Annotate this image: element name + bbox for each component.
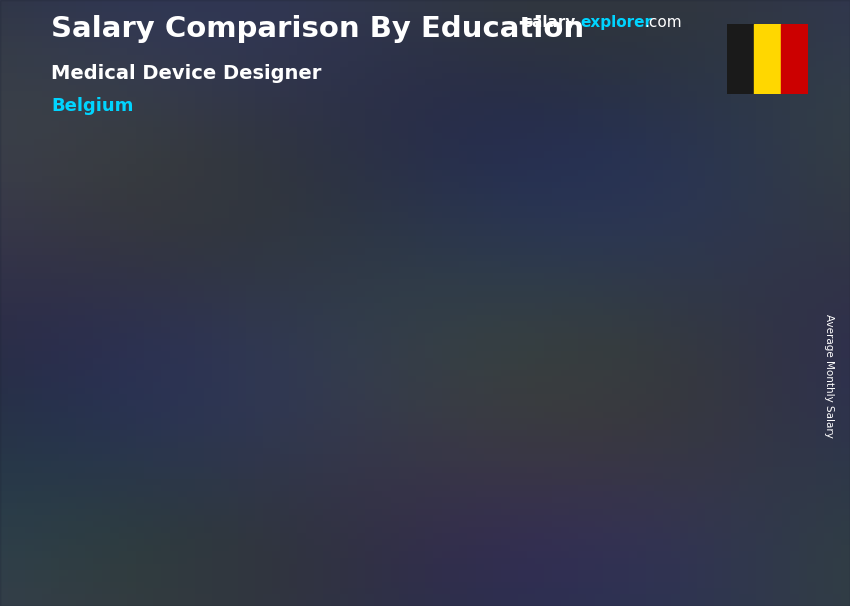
Text: +29%: +29%: [365, 272, 433, 293]
Text: salary: salary: [523, 15, 575, 30]
Bar: [456, 331, 555, 336]
Text: Medical Device Designer: Medical Device Designer: [51, 64, 321, 82]
Bar: [780, 24, 808, 94]
Bar: [635, 275, 733, 281]
Bar: [278, 375, 293, 527]
Text: Average Monthly Salary: Average Monthly Salary: [824, 314, 834, 438]
Bar: [727, 24, 754, 94]
Bar: [456, 331, 555, 527]
Bar: [100, 399, 198, 402]
Text: 8,100 EUR: 8,100 EUR: [468, 313, 544, 327]
Bar: [635, 275, 733, 527]
Text: .com: .com: [644, 15, 682, 30]
Text: explorer: explorer: [581, 15, 653, 30]
Text: Salary Comparison By Education: Salary Comparison By Education: [51, 15, 584, 43]
Bar: [100, 399, 115, 527]
Text: Belgium: Belgium: [51, 97, 133, 115]
Text: +18%: +18%: [187, 321, 254, 341]
Bar: [635, 275, 649, 527]
Text: 5,310 EUR: 5,310 EUR: [110, 381, 187, 394]
Bar: [278, 375, 377, 527]
Bar: [100, 399, 198, 527]
Text: +28%: +28%: [543, 211, 610, 232]
Text: 10,400 EUR: 10,400 EUR: [641, 258, 727, 271]
Bar: [754, 24, 780, 94]
Bar: [278, 375, 377, 379]
Text: 6,290 EUR: 6,290 EUR: [289, 358, 366, 370]
Bar: [456, 331, 471, 527]
